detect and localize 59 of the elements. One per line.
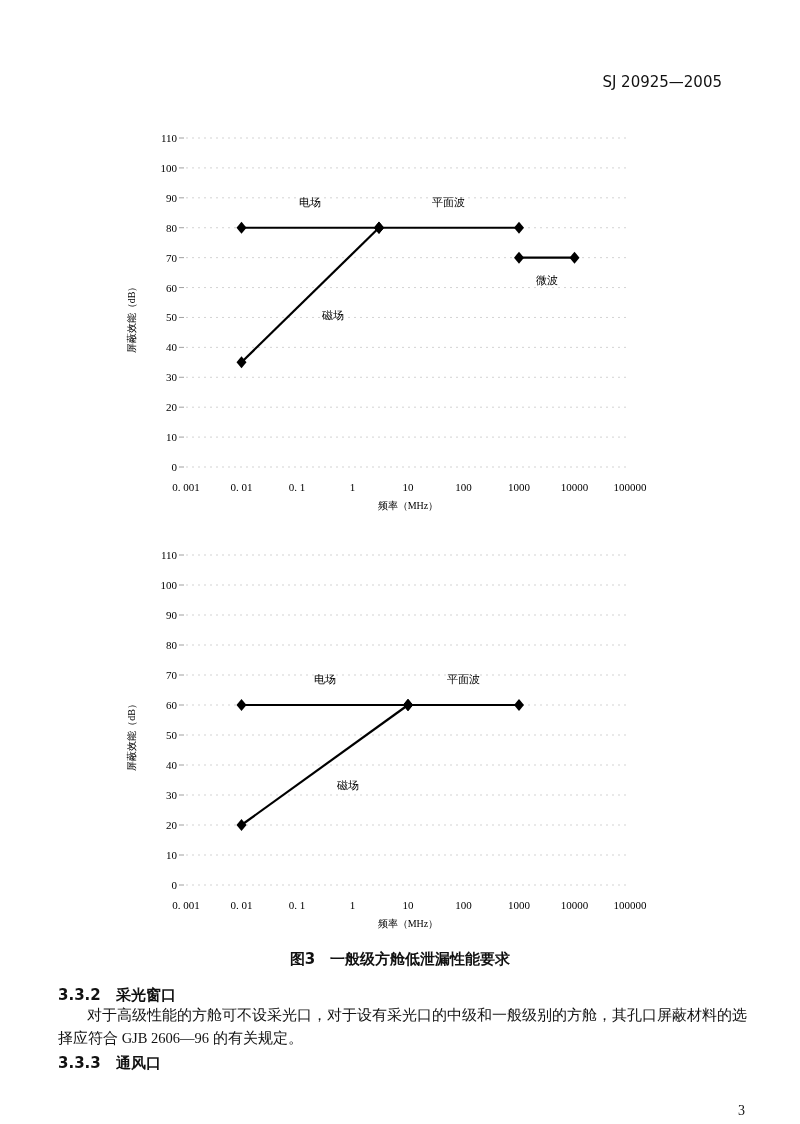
y-tick-label: 110 bbox=[160, 132, 178, 144]
y-tick-label: 30 bbox=[166, 789, 178, 801]
y-tick-label: 20 bbox=[166, 819, 178, 831]
y-tick-label: 60 bbox=[166, 699, 178, 711]
y-tick-label: 0 bbox=[171, 879, 178, 891]
x-tick-label: 100 bbox=[455, 481, 473, 493]
series-label: 磁场 bbox=[335, 779, 359, 791]
series-label: 电场 bbox=[299, 195, 322, 208]
series-label: 平面波 bbox=[447, 673, 480, 685]
y-tick-label: 80 bbox=[166, 639, 178, 651]
x-tick-label: 1 bbox=[349, 481, 356, 493]
text: SJ 20925—2005 bbox=[601, 72, 722, 93]
x-tick-label: 0. 1 bbox=[288, 481, 306, 493]
text: 对于高级性能的方舱可不设采光口，对于设有采光口的中级和一般级别的方舱，其孔口屏蔽材料的选择应符合 GJB 2606—96 的有关规定。 bbox=[58, 1006, 748, 1049]
x-tick-label: 1 bbox=[349, 899, 356, 911]
text: 3.3.2 采光窗口 bbox=[58, 985, 177, 1006]
x-axis-title: 频率（MHz） bbox=[377, 918, 439, 929]
y-axis-title: 屏蔽效能（dB） bbox=[126, 281, 137, 354]
y-tick-label: 10 bbox=[166, 849, 178, 861]
caption: 图3 一般级方舱低泄漏性能要求 bbox=[288, 949, 512, 970]
series-label: 电场 bbox=[313, 673, 336, 685]
y-axis-title: 屏蔽效能（dB） bbox=[126, 699, 137, 771]
x-tick-label: 100000 bbox=[613, 481, 647, 493]
x-tick-label: 0. 01 bbox=[230, 899, 253, 911]
x-tick-label: 0. 001 bbox=[172, 481, 200, 493]
x-tick-label: 10 bbox=[402, 899, 414, 911]
x-axis-title: 频率（MHz） bbox=[377, 500, 439, 511]
y-tick-label: 100 bbox=[160, 579, 178, 591]
x-tick-label: 1000 bbox=[508, 481, 531, 493]
y-tick-label: 40 bbox=[166, 341, 178, 354]
x-tick-label: 0. 01 bbox=[230, 481, 253, 493]
text: 3 bbox=[737, 1102, 745, 1120]
y-tick-label: 70 bbox=[166, 251, 178, 264]
x-tick-label: 0. 1 bbox=[288, 899, 306, 911]
x-tick-label: 1000 bbox=[508, 899, 531, 911]
series-label: 平面波 bbox=[432, 195, 466, 208]
text: 3.3.3 通风口 bbox=[58, 1053, 162, 1074]
x-tick-label: 100 bbox=[455, 899, 473, 911]
x-tick-label: 10000 bbox=[560, 899, 589, 911]
series-label: 微波 bbox=[535, 273, 558, 286]
y-tick-label: 90 bbox=[166, 609, 178, 621]
y-tick-label: 110 bbox=[160, 549, 178, 561]
y-tick-label: 0 bbox=[171, 461, 178, 473]
y-tick-label: 30 bbox=[166, 371, 178, 384]
y-tick-label: 40 bbox=[166, 759, 178, 771]
x-tick-label: 10 bbox=[402, 481, 414, 493]
y-tick-label: 90 bbox=[166, 191, 178, 204]
y-tick-label: 10 bbox=[166, 431, 178, 444]
x-tick-label: 10000 bbox=[560, 481, 589, 493]
y-tick-label: 50 bbox=[166, 729, 178, 741]
y-tick-label: 100 bbox=[160, 161, 178, 174]
y-tick-label: 70 bbox=[166, 669, 178, 681]
y-tick-label: 60 bbox=[166, 281, 178, 294]
y-tick-label: 50 bbox=[166, 311, 178, 324]
y-tick-label: 80 bbox=[166, 221, 178, 234]
x-tick-label: 100000 bbox=[613, 899, 647, 911]
series-label: 磁场 bbox=[321, 309, 345, 322]
x-tick-label: 0. 001 bbox=[172, 899, 200, 911]
y-tick-label: 20 bbox=[166, 401, 178, 414]
